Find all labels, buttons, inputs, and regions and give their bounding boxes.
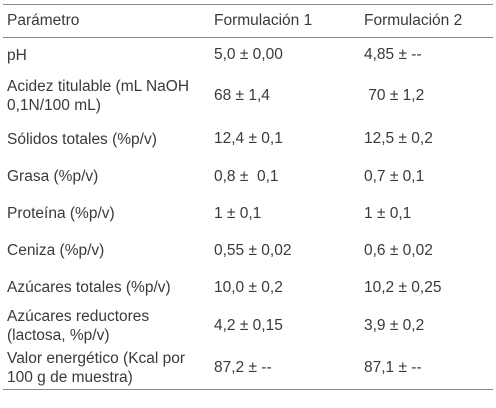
row-formulation-1-value: 12,4 ± 0,1 [214,130,283,147]
row-formulation-1-value: 0,8 ± 0,1 [214,167,279,185]
row-parameter: Grasa (%p/v) [7,168,99,185]
header-parameter: Parámetro [3,4,210,38]
table-row: Grasa (%p/v) 0,8 ± 0,1 0,7 ± 0,1 [3,158,493,195]
row-formulation-2-value: 1 ± 0,1 [364,204,412,222]
table-row: pH 5,0 ± 0,00 4,85 ± -- [3,38,493,73]
row-parameter: Acidez titulable (mL NaOH 0,1N/100 mL) [7,78,190,114]
row-parameter: pH [7,46,27,64]
table-row: Ceniza (%p/v) 0,55 ± 0,02 0,6 ± 0,02 [3,232,493,269]
row-formulation-2-value: 0,6 ± 0,02 [364,241,433,259]
row-formulation-1-value: 10,0 ± 0,2 [214,278,283,296]
row-parameter: Proteína (%p/v) [7,205,115,222]
row-formulation-1-value: 5,0 ± 0,00 [214,46,283,63]
row-parameter: Valor energético (Kcal por 100 g de mues… [3,346,210,390]
row-formulation-1-value: 87,2 ± -- [210,346,360,390]
row-formulation-2-value: 0,7 ± 0,1 [364,167,425,185]
table-row: Azúcares reductores (lactosa, %p/v) 4,2 … [3,306,493,346]
table-header-row: Parámetro Formulación 1 Formulación 2 [3,4,493,38]
row-formulation-2-value: 3,9 ± 0,2 [364,317,425,334]
row-parameter: Ceniza (%p/v) [7,242,105,259]
row-parameter: Azúcares reductores (lactosa, %p/v) [7,308,150,344]
row-formulation-1-value: 68 ± 1,4 [214,87,270,104]
row-formulation-2-value: 87,1 ± -- [360,346,493,390]
row-formulation-1-value: 4,2 ± 0,15 [214,317,283,334]
row-formulation-1-value: 1 ± 0,1 [214,204,262,222]
table-row: Azúcares totales (%p/v) 10,0 ± 0,2 10,2 … [3,269,493,306]
header-formulation-2: Formulación 2 [360,4,493,38]
row-formulation-2-value: 4,85 ± -- [364,46,422,63]
row-formulation-2-value: 10,2 ± 0,25 [364,278,442,296]
table-row: Sólidos totales (%p/v) 12,4 ± 0,1 12,5 ±… [3,120,493,158]
table-row: Proteína (%p/v) 1 ± 0,1 1 ± 0,1 [3,195,493,232]
row-formulation-1-value: 0,55 ± 0,02 [214,241,292,259]
header-formulation-1: Formulación 1 [210,4,360,38]
row-formulation-2-value: 12,5 ± 0,2 [364,130,433,147]
table-row: Acidez titulable (mL NaOH 0,1N/100 mL) 6… [3,72,493,120]
table-row: Valor energético (Kcal por 100 g de mues… [3,346,493,390]
row-parameter: Azúcares totales (%p/v) [7,279,171,296]
row-parameter: Sólidos totales (%p/v) [7,130,157,148]
composition-table: Parámetro Formulación 1 Formulación 2 pH… [3,4,493,390]
row-formulation-2-value: 70 ± 1,2 [364,87,425,104]
